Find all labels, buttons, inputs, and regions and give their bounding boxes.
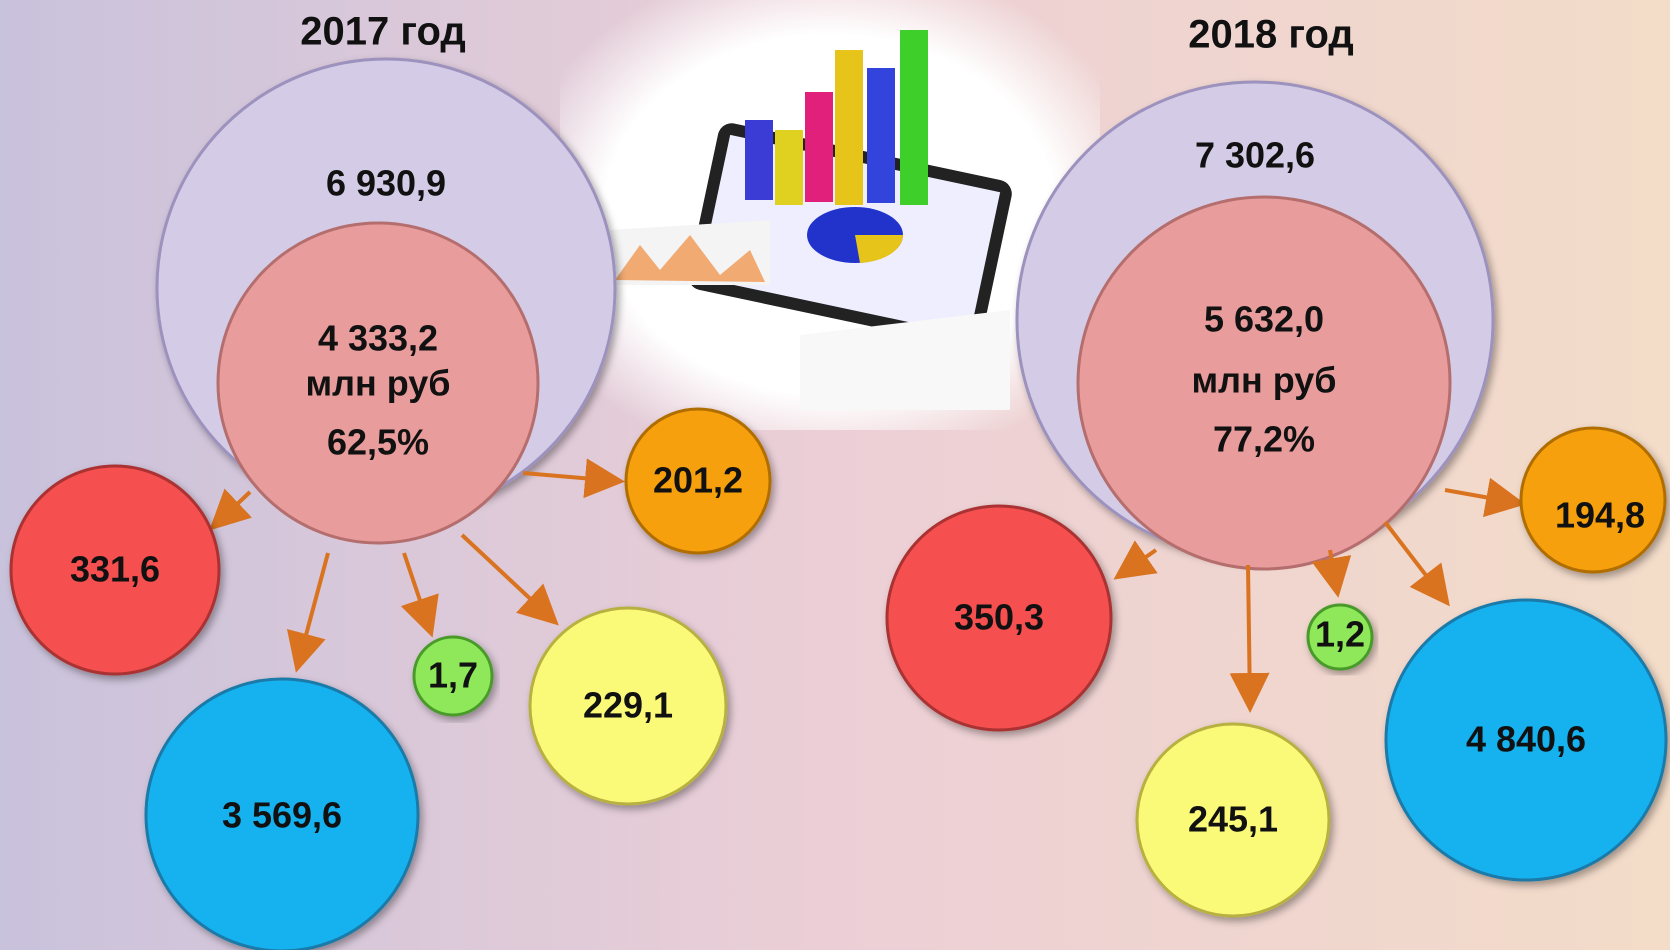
bubble-value: 1,7 bbox=[428, 655, 478, 696]
core-share: 62,5% bbox=[327, 422, 429, 463]
bubble bbox=[885, 504, 1113, 732]
core-value: 5 632,0 bbox=[1204, 299, 1324, 340]
bubble-value: 1,2 bbox=[1315, 614, 1365, 655]
arrows bbox=[209, 458, 625, 673]
bubble-value: 331,6 bbox=[70, 549, 160, 590]
bubble-value: 350,3 bbox=[954, 597, 1044, 638]
total-value: 7 302,6 bbox=[1195, 135, 1315, 176]
bubble bbox=[1384, 598, 1668, 882]
bubble bbox=[9, 464, 221, 676]
bubble-value: 245,1 bbox=[1188, 799, 1278, 840]
core-unit: млн руб bbox=[305, 363, 450, 404]
bubble bbox=[624, 407, 772, 555]
bubble bbox=[144, 677, 420, 950]
bubble-value: 201,2 bbox=[653, 460, 743, 501]
illustration bbox=[560, 0, 1100, 430]
bubble bbox=[1135, 722, 1331, 918]
bubble bbox=[1306, 603, 1374, 671]
core-share: 77,2% bbox=[1213, 419, 1315, 460]
panel-2017: 2017 год 6 930,9 4 333,2 млн руб 62,5% 3… bbox=[9, 10, 772, 950]
panel-2018: 2018 год 7 302,6 5 632,0 млн руб 77,2% 3… bbox=[885, 13, 1668, 918]
arrows bbox=[1113, 477, 1526, 713]
bubble-value: 3 569,6 bbox=[222, 795, 342, 836]
core-value: 4 333,2 bbox=[318, 318, 438, 359]
bubble-value: 229,1 bbox=[583, 685, 673, 726]
bubble-value: 194,8 bbox=[1555, 495, 1645, 536]
bubble-value: 4 840,6 bbox=[1466, 719, 1586, 760]
panel-title: 2017 год bbox=[300, 10, 466, 54]
total-value: 6 930,9 bbox=[326, 163, 446, 204]
panel-title: 2018 год bbox=[1188, 13, 1354, 57]
bubble bbox=[412, 635, 494, 717]
core-unit: млн руб bbox=[1191, 360, 1336, 401]
bubble bbox=[1519, 426, 1667, 574]
bubble bbox=[528, 606, 728, 806]
core-circle bbox=[1076, 195, 1452, 571]
core-circle bbox=[216, 221, 540, 545]
